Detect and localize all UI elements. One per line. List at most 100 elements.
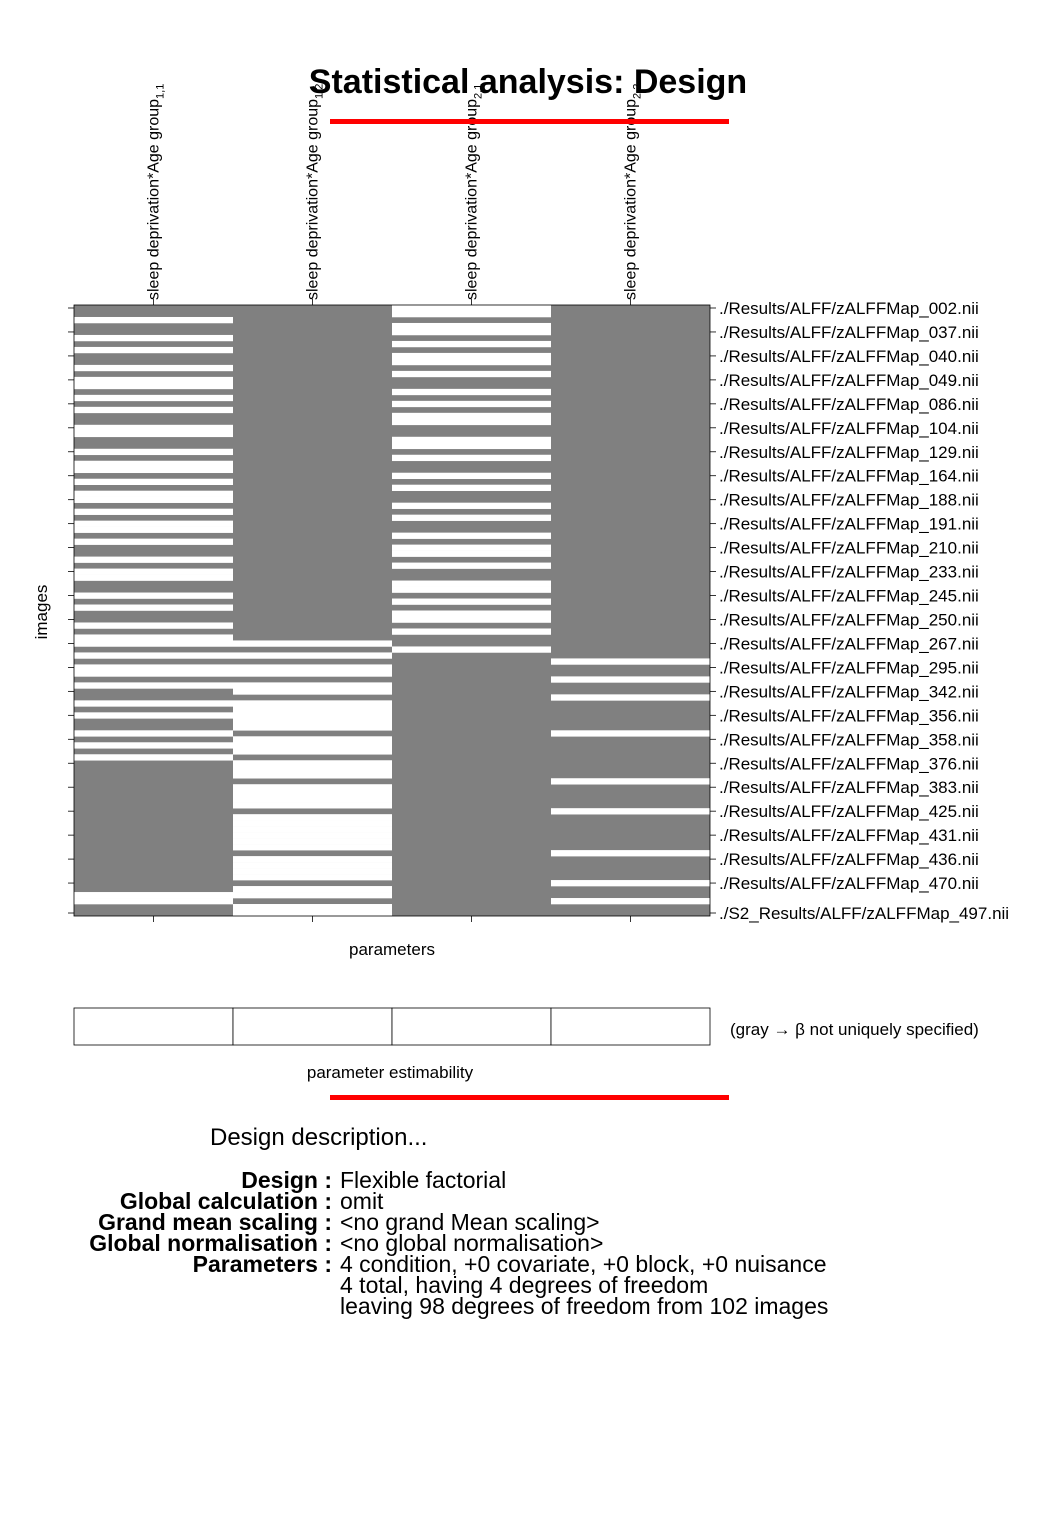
design-cell [233, 790, 392, 797]
design-cell [392, 418, 551, 426]
row-label: ./Results/ALFF/zALFFMap_342.nii [719, 682, 979, 701]
row-label: ./Results/ALFF/zALFFMap_049.nii [719, 371, 979, 390]
design-cell [233, 820, 392, 827]
design-cell [233, 856, 392, 863]
design-cell [392, 484, 551, 491]
design-cell [551, 850, 710, 857]
description-row: Design : Flexible factorial [0, 1167, 1059, 1193]
design-cell [392, 388, 551, 396]
design-cell [74, 712, 233, 719]
x-axis-label: parameters [349, 940, 435, 959]
design-cell [233, 844, 392, 851]
design-cell [233, 664, 392, 671]
design-cell [74, 640, 233, 647]
row-label: ./Results/ALFF/zALFFMap_191.nii [719, 515, 979, 534]
design-cell [233, 670, 392, 677]
design-cell [74, 316, 233, 324]
design-cell [74, 898, 233, 905]
y-axis-label: images [32, 585, 51, 640]
design-matrix [74, 305, 710, 917]
design-cell [233, 748, 392, 755]
row-label: ./Results/ALFF/zALFFMap_210.nii [719, 539, 979, 558]
design-cell [392, 532, 551, 539]
design-cell [233, 640, 392, 647]
row-label: ./Results/ALFF/zALFFMap_086.nii [719, 395, 979, 414]
row-label: ./Results/ALFF/zALFFMap_104.nii [719, 419, 979, 438]
design-cell [74, 448, 233, 456]
design-cell [74, 634, 233, 641]
y-ticks [68, 307, 716, 914]
description-value: 4 total, having 4 degrees of freedom [340, 1272, 709, 1298]
estimability-cell [232, 1007, 393, 1046]
description-key: Grand mean scaling : [98, 1209, 332, 1235]
design-cell [233, 886, 392, 893]
row-labels: ./Results/ALFF/zALFFMap_002.nii ./Results… [719, 299, 1009, 923]
design-cell [233, 682, 392, 689]
design-cell [74, 460, 233, 468]
description-heading: Design description... [210, 1124, 428, 1151]
design-description: Design : Flexible factorial Global calcula… [0, 1167, 1059, 1318]
row-label: ./S2_Results/ALFF/zALFFMap_497.nii [719, 904, 1009, 923]
design-cell [551, 676, 710, 683]
design-matrix-frame [73, 304, 711, 917]
design-cell [392, 436, 551, 444]
estimability-note: (gray → β not uniquely specified) [730, 1020, 979, 1039]
design-cell [74, 490, 233, 497]
design-cell [74, 478, 233, 486]
design-cell [392, 454, 551, 462]
design-cell [74, 556, 233, 563]
design-cell [392, 370, 551, 378]
description-key: Design : [241, 1167, 332, 1193]
section-underline [330, 1095, 729, 1100]
design-cell [392, 358, 551, 366]
row-label: ./Results/ALFF/zALFFMap_164.nii [719, 467, 979, 486]
description-key: Global normalisation : [89, 1230, 332, 1256]
design-cell [74, 604, 233, 611]
design-cell [233, 760, 392, 767]
design-cell [551, 880, 710, 887]
design-cell [392, 628, 551, 635]
row-label: ./Results/ALFF/zALFFMap_295.nii [719, 658, 979, 677]
estimability-bar [73, 1007, 711, 1046]
design-cell [74, 652, 233, 659]
row-label: ./Results/ALFF/zALFFMap_436.nii [719, 850, 979, 869]
design-cell [233, 688, 392, 695]
design-cell [233, 802, 392, 809]
design-cell [74, 622, 233, 629]
design-cell [233, 700, 392, 707]
design-cell [233, 832, 392, 839]
design-cell [74, 496, 233, 503]
design-cell [551, 730, 710, 737]
description-key: Global calculation : [119, 1188, 332, 1214]
design-cell [74, 700, 233, 707]
column-label: sleep deprivation*Age group2,2 [623, 84, 644, 300]
design-cell [392, 412, 551, 420]
design-cell [74, 334, 233, 342]
design-cell [233, 892, 392, 899]
design-cell [233, 838, 392, 845]
design-cell [392, 598, 551, 605]
description-value: <no grand Mean scaling> [340, 1209, 600, 1235]
row-label: ./Results/ALFF/zALFFMap_245.nii [719, 587, 979, 606]
design-cell [233, 724, 392, 731]
design-cell [233, 742, 392, 749]
design-cell [233, 904, 392, 911]
design-cell [74, 664, 233, 671]
design-cell [233, 712, 392, 719]
design-cell [74, 424, 233, 432]
design-cell [74, 406, 233, 414]
design-cell [392, 646, 551, 653]
design-cell [74, 508, 233, 515]
design-cell [233, 652, 392, 659]
row-label: ./Results/ALFF/zALFFMap_356.nii [719, 706, 979, 725]
design-cell [233, 784, 392, 791]
design-cell [392, 472, 551, 480]
design-cell [233, 874, 392, 881]
design-cell [74, 394, 233, 402]
design-cell [392, 580, 551, 587]
design-cell [392, 616, 551, 623]
design-cell [74, 364, 233, 372]
design-cell [392, 586, 551, 593]
design-cell [233, 766, 392, 773]
